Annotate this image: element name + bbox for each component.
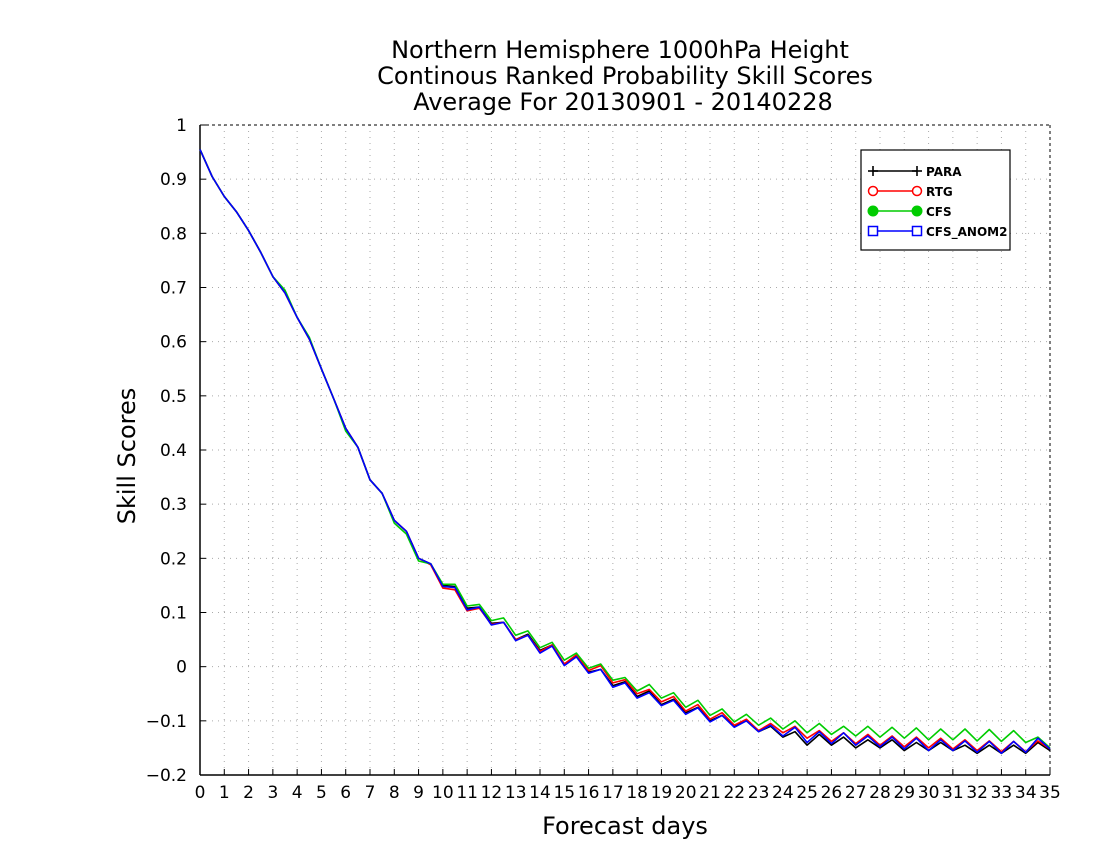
- axes: 0 1 2 3 4 5 6 7 8 9 10 11 12 13 14 15 16 17 18 19 20 21 22 23 24…: [146, 116, 1061, 803]
- x-tick-label: 21: [699, 783, 721, 803]
- chart-title: Northern Hemisphere 1000hPa Height Conti…: [377, 36, 873, 116]
- x-tick-label: 5: [316, 783, 327, 803]
- x-tick-label: 12: [481, 783, 503, 803]
- x-tick-label: 15: [553, 783, 575, 803]
- y-axis-label: Skill Scores: [113, 388, 141, 525]
- x-tick-label: 25: [796, 783, 818, 803]
- x-tick-label: 11: [456, 783, 478, 803]
- y-tick-label: 0.4: [160, 441, 187, 461]
- chart-title-line-1: Northern Hemisphere 1000hPa Height: [391, 36, 849, 64]
- chart-title-line-2: Continous Ranked Probability Skill Score…: [377, 62, 873, 90]
- y-tick-label: 0.8: [160, 224, 187, 244]
- x-tick-label: 22: [723, 783, 745, 803]
- x-axis-label: Forecast days: [542, 812, 708, 840]
- y-tick-label: 0.9: [160, 170, 187, 190]
- x-tick-label: 20: [675, 783, 697, 803]
- x-tick-label: 9: [413, 783, 424, 803]
- legend-label: CFS: [926, 205, 952, 219]
- x-tick-label: 2: [243, 783, 254, 803]
- x-tick-label: 16: [578, 783, 600, 803]
- legend-marker-open-square: [911, 225, 923, 237]
- y-tick-label: 0.1: [160, 604, 187, 624]
- legend-marker-filled-circle: [867, 205, 879, 217]
- x-tick-label: 0: [195, 783, 206, 803]
- y-tick-label: 0.6: [160, 333, 187, 353]
- x-tick-label: 10: [432, 783, 454, 803]
- x-tick-label: 26: [821, 783, 843, 803]
- x-tick-label: 17: [602, 783, 624, 803]
- x-tick-label: 6: [340, 783, 351, 803]
- y-tick-label: 1: [176, 116, 187, 136]
- y-tick-label: 0.3: [160, 495, 187, 515]
- x-tick-label: 33: [991, 783, 1013, 803]
- series-line-cfs-anom2: [199, 149, 1051, 755]
- x-tick-label: 1: [219, 783, 230, 803]
- legend-marker-open-circle: [867, 185, 879, 197]
- x-tick-label: 18: [626, 783, 648, 803]
- legend-marker-open-circle: [911, 185, 923, 197]
- x-tick-label: 32: [966, 783, 988, 803]
- y-tick-label: 0.5: [160, 387, 187, 407]
- y-tick-label: 0.7: [160, 279, 187, 299]
- legend-label: CFS_ANOM2: [926, 225, 1007, 240]
- x-tick-label: 13: [505, 783, 527, 803]
- legend-marker-filled-circle: [911, 205, 923, 217]
- x-tick-label: 8: [389, 783, 400, 803]
- series-lines: [199, 149, 1051, 755]
- x-tick-label: 24: [772, 783, 794, 803]
- x-tick-label: 7: [365, 783, 376, 803]
- x-tick-label: 14: [529, 783, 551, 803]
- legend-label: PARA: [926, 165, 962, 179]
- chart-title-line-3: Average For 20130901 - 20140228: [413, 88, 833, 116]
- x-tick-label: 34: [1015, 783, 1037, 803]
- legend-label: RTG: [926, 185, 953, 199]
- legend-box: [860, 149, 1011, 251]
- y-tick-label: −0.2: [146, 766, 187, 786]
- legend-marker-open-square: [867, 225, 879, 237]
- x-tick-label: 31: [942, 783, 964, 803]
- x-tick-label: 3: [267, 783, 278, 803]
- legend: PARA RTG CFS CFS_ANOM2: [860, 149, 1011, 251]
- x-tick-label: 35: [1039, 783, 1061, 803]
- x-tick-label: 23: [748, 783, 770, 803]
- x-tick-label: 27: [845, 783, 867, 803]
- y-tick-label: 0: [176, 658, 187, 678]
- y-tick-label: 0.2: [160, 549, 187, 569]
- x-tick-label: 19: [651, 783, 673, 803]
- x-tick-label: 4: [292, 783, 303, 803]
- x-tick-label: 30: [918, 783, 940, 803]
- x-tick-label: 28: [869, 783, 891, 803]
- x-tick-label: 29: [893, 783, 915, 803]
- y-tick-label: −0.1: [146, 712, 187, 732]
